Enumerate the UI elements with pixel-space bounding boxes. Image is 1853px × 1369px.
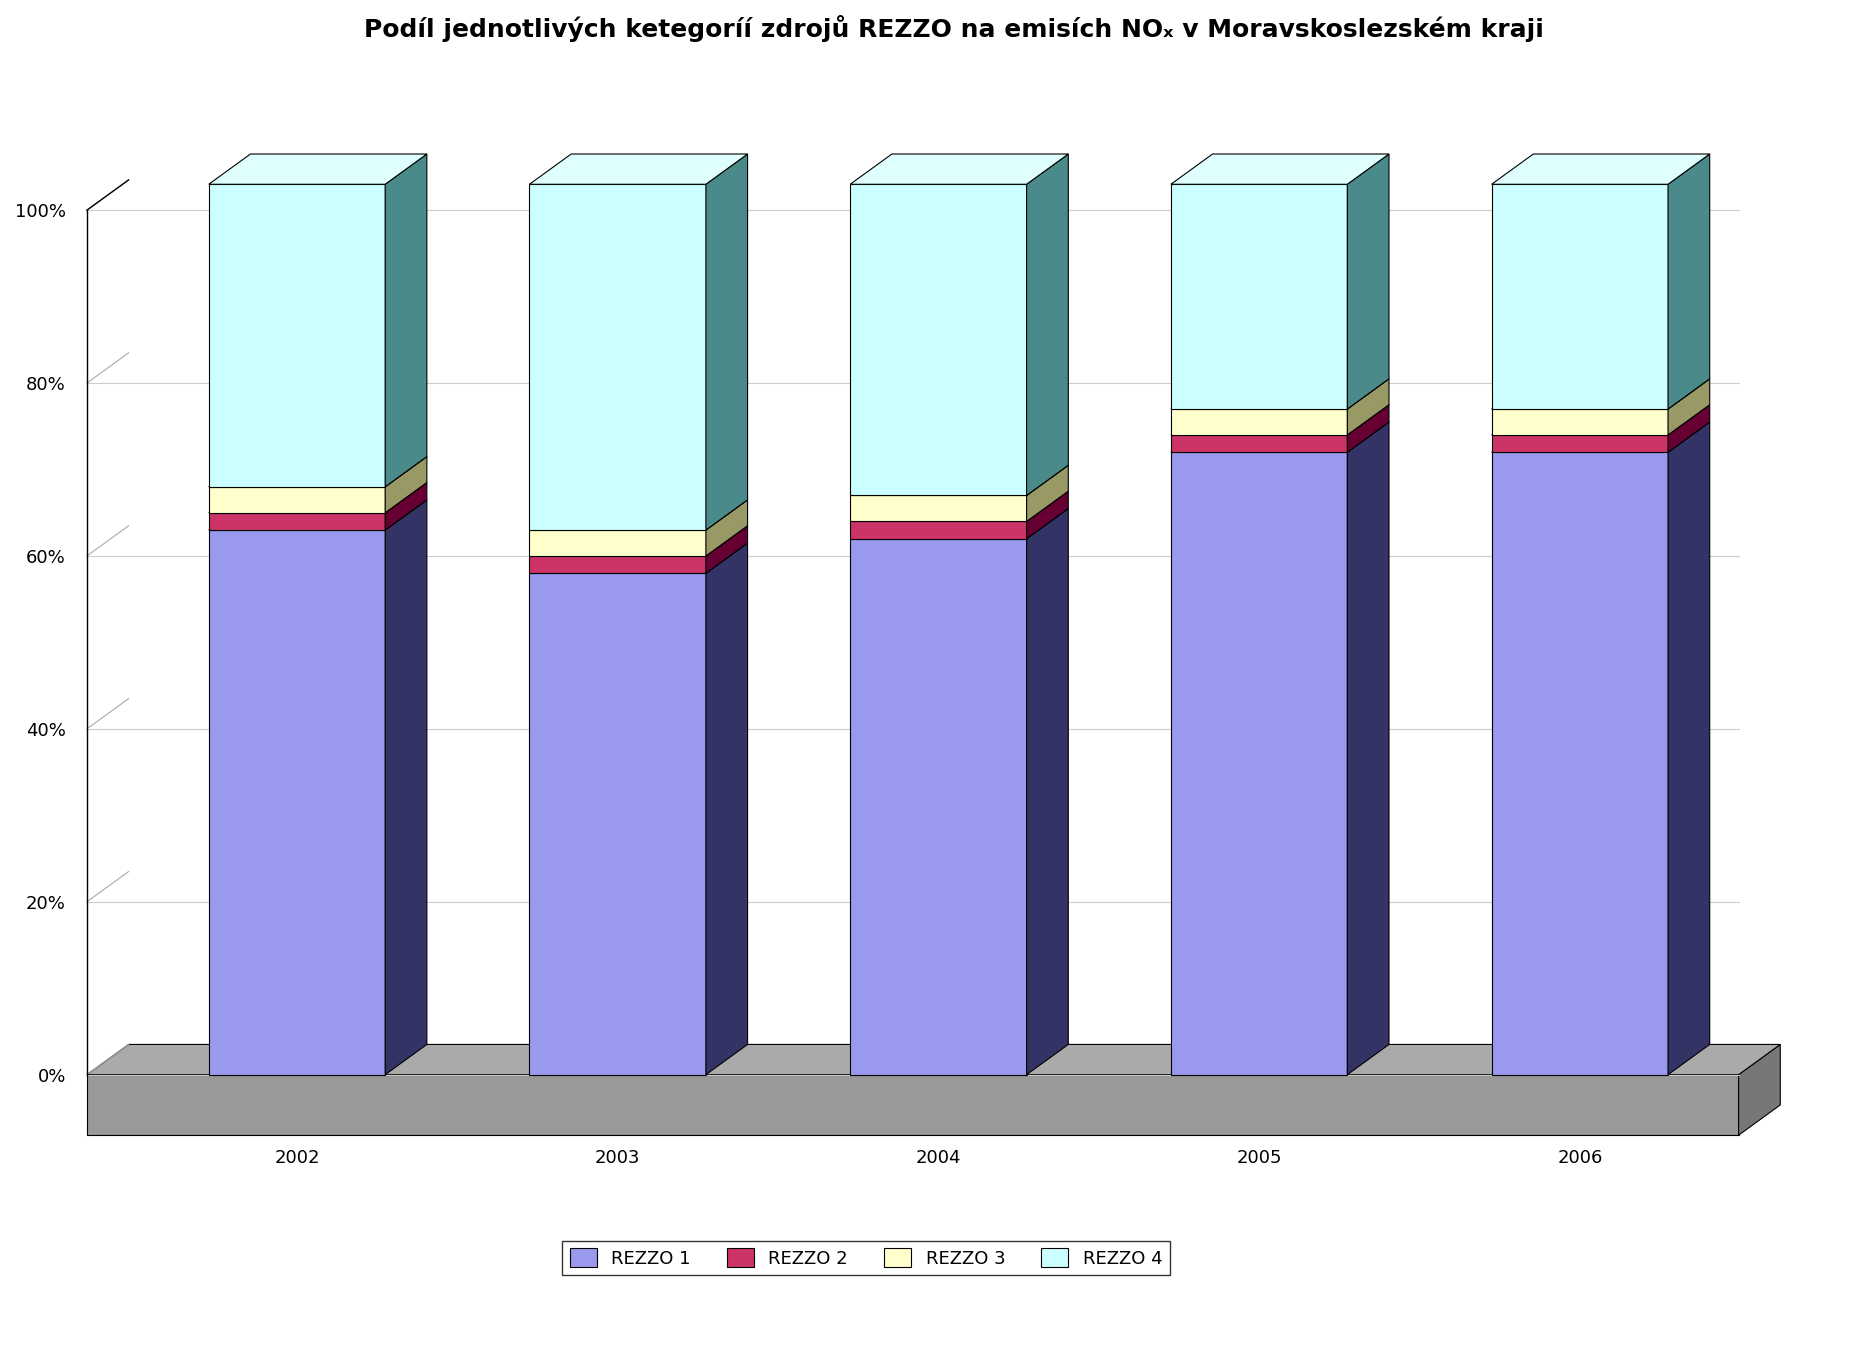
Bar [851, 185, 1027, 496]
Bar [530, 574, 706, 1075]
Polygon shape [1668, 379, 1710, 435]
Polygon shape [1027, 508, 1069, 1075]
Polygon shape [1171, 153, 1390, 185]
Polygon shape [1492, 422, 1710, 452]
Bar [1171, 185, 1347, 409]
Bar [1492, 435, 1668, 452]
Polygon shape [1027, 153, 1069, 496]
Polygon shape [385, 457, 426, 513]
Bar [851, 522, 1027, 539]
Bar [1171, 409, 1347, 435]
Polygon shape [1171, 405, 1390, 435]
Polygon shape [1738, 1045, 1781, 1135]
Bar [1492, 452, 1668, 1075]
Polygon shape [851, 465, 1069, 496]
Polygon shape [530, 543, 747, 574]
Bar [1492, 409, 1668, 435]
Bar [851, 496, 1027, 522]
Bar [87, 1075, 1738, 1135]
Polygon shape [209, 153, 426, 185]
Polygon shape [1492, 379, 1710, 409]
Bar [851, 539, 1027, 1075]
Legend: REZZO 1, REZZO 2, REZZO 3, REZZO 4: REZZO 1, REZZO 2, REZZO 3, REZZO 4 [563, 1240, 1169, 1275]
Polygon shape [851, 153, 1069, 185]
Polygon shape [1171, 379, 1390, 409]
Polygon shape [706, 153, 747, 530]
Bar [209, 530, 385, 1075]
Polygon shape [385, 500, 426, 1075]
Bar [1492, 185, 1668, 409]
Bar [530, 185, 706, 530]
Bar [1171, 435, 1347, 452]
Polygon shape [1027, 465, 1069, 522]
Polygon shape [1347, 422, 1390, 1075]
Polygon shape [209, 482, 426, 513]
Polygon shape [530, 153, 747, 185]
Polygon shape [851, 508, 1069, 539]
Polygon shape [1492, 153, 1710, 185]
Polygon shape [87, 1045, 1781, 1075]
Polygon shape [209, 500, 426, 530]
Bar [530, 556, 706, 574]
Polygon shape [1347, 379, 1390, 435]
Bar [209, 513, 385, 530]
Bar [530, 530, 706, 556]
Polygon shape [385, 482, 426, 530]
Polygon shape [1347, 405, 1390, 452]
Title: Podíl jednotlivých ketegoríí zdrojů REZZO na emisích NOₓ v Moravskoslezském kraj: Podíl jednotlivých ketegoríí zdrojů REZZ… [365, 15, 1544, 42]
Polygon shape [209, 457, 426, 487]
Polygon shape [706, 526, 747, 574]
Polygon shape [530, 500, 747, 530]
Polygon shape [1171, 422, 1390, 452]
Polygon shape [1347, 153, 1390, 409]
Polygon shape [530, 526, 747, 556]
Polygon shape [1668, 422, 1710, 1075]
Polygon shape [1668, 153, 1710, 409]
Polygon shape [1492, 405, 1710, 435]
Polygon shape [851, 491, 1069, 522]
Polygon shape [385, 153, 426, 487]
Bar [209, 185, 385, 487]
Polygon shape [1027, 491, 1069, 539]
Bar [1171, 452, 1347, 1075]
Polygon shape [1668, 405, 1710, 452]
Polygon shape [706, 543, 747, 1075]
Bar [209, 487, 385, 513]
Polygon shape [706, 500, 747, 556]
